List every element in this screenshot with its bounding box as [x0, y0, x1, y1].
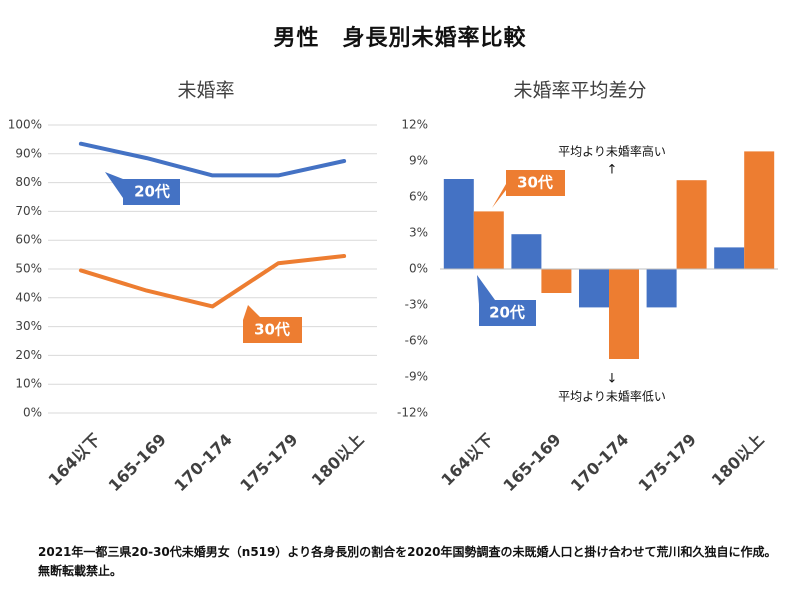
- right-y-tick-label: -12%: [397, 406, 428, 420]
- up-arrow-icon: ↑: [607, 163, 618, 178]
- left-x-tick-label: 165-169: [105, 430, 170, 495]
- right-x-tick-label: 165-169: [499, 430, 564, 495]
- right-y-tick-label: -9%: [405, 370, 428, 384]
- right-y-tick-label: 9%: [409, 154, 428, 168]
- left-y-tick-label: 50%: [15, 262, 42, 276]
- right-y-tick-label: 3%: [409, 226, 428, 240]
- bar-20代-180以上: [714, 247, 745, 269]
- right-x-tick-label: 170-174: [567, 430, 632, 495]
- annotation-higher-than-average: 平均より未婚率高い: [558, 144, 666, 159]
- left-x-tick-label: 175-179: [236, 430, 301, 495]
- down-arrow-icon: ↓: [607, 372, 618, 387]
- left-y-tick-label: 60%: [15, 233, 42, 247]
- right-y-tick-label: -3%: [405, 298, 428, 312]
- bar-20代-164以下: [443, 179, 474, 269]
- right-x-tick-label: 175-179: [635, 430, 700, 495]
- left-y-tick-label: 90%: [15, 146, 42, 160]
- left-y-tick-label: 100%: [8, 118, 42, 132]
- right-x-tick-label: 164以下: [437, 430, 497, 490]
- bar-20代-165-169: [511, 234, 542, 269]
- left-y-tick-label: 80%: [15, 175, 42, 189]
- right-y-tick-label: -6%: [405, 334, 428, 348]
- line-series-30代: [78, 254, 347, 309]
- left-y-tick-label: 40%: [15, 290, 42, 304]
- left-callout-20s-shape: [105, 172, 180, 205]
- left-chart-title: 未婚率: [177, 80, 234, 102]
- right-y-tick-label: 6%: [409, 190, 428, 204]
- left-y-tick-label: 10%: [15, 377, 42, 391]
- right-chart-title: 未婚率平均差分: [513, 80, 646, 102]
- left-callout-20s-label: 20代: [134, 183, 170, 201]
- right-y-tick-label: 0%: [409, 262, 428, 276]
- bar-30代-170-174: [609, 269, 639, 359]
- left-y-tick-label: 70%: [15, 204, 42, 218]
- right-callout-20s-shape: [477, 275, 536, 326]
- annotation-lower-than-average: 平均より未婚率低い: [558, 389, 666, 404]
- left-y-tick-label: 20%: [15, 348, 42, 362]
- right-x-tick-label: 180以上: [708, 430, 768, 490]
- bar-30代-164以下: [473, 211, 504, 269]
- left-x-tick-label: 164以下: [45, 430, 105, 490]
- line-series-20代: [78, 141, 347, 178]
- right-callout-20s-label: 20代: [489, 304, 525, 322]
- right-callout-30s-label: 30代: [517, 174, 553, 192]
- bar-30代-165-169: [541, 269, 572, 293]
- left-callout-30s-shape: [243, 305, 302, 343]
- left-y-tick-label: 0%: [23, 406, 42, 420]
- right-callout-30s-shape: [492, 170, 565, 208]
- bar-30代-180以上: [744, 151, 775, 269]
- chart-main-title: 男性 身長別未婚率比較: [273, 26, 527, 51]
- right-y-tick-label: 12%: [401, 118, 428, 132]
- left-callout-30s-label: 30代: [254, 321, 290, 339]
- left-y-tick-label: 30%: [15, 319, 42, 333]
- bar-30代-175-179: [676, 180, 707, 269]
- footnote: 2021年一都三県20-30代未婚男女（n519）より各身長別の割合を2020年…: [38, 545, 777, 578]
- left-x-tick-label: 180以上: [308, 430, 368, 490]
- bar-20代-170-174: [579, 269, 609, 308]
- left-x-tick-label: 170-174: [170, 430, 235, 495]
- bar-20代-175-179: [646, 269, 677, 308]
